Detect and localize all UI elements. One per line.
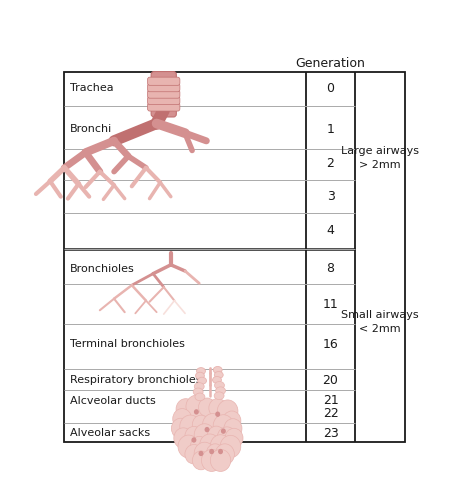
Ellipse shape: [216, 387, 225, 394]
FancyBboxPatch shape: [147, 84, 180, 92]
Ellipse shape: [195, 393, 205, 400]
Circle shape: [185, 426, 203, 446]
FancyBboxPatch shape: [147, 96, 180, 104]
Text: Terminal bronchioles: Terminal bronchioles: [70, 339, 185, 349]
Circle shape: [202, 414, 223, 436]
Ellipse shape: [214, 392, 224, 400]
Text: 1: 1: [327, 123, 334, 136]
Circle shape: [200, 434, 220, 456]
Ellipse shape: [198, 377, 207, 384]
Circle shape: [217, 400, 238, 422]
Text: Bronchioles: Bronchioles: [70, 264, 135, 274]
Circle shape: [210, 450, 231, 471]
Text: Generation: Generation: [295, 56, 365, 70]
Ellipse shape: [196, 372, 204, 379]
Circle shape: [223, 411, 241, 430]
Ellipse shape: [213, 376, 221, 384]
Text: Alcveolar ducts: Alcveolar ducts: [70, 396, 155, 406]
Circle shape: [176, 398, 196, 419]
Circle shape: [224, 418, 242, 438]
Text: 22: 22: [323, 407, 338, 420]
Ellipse shape: [193, 388, 203, 396]
Circle shape: [213, 414, 234, 437]
Circle shape: [210, 434, 231, 457]
FancyBboxPatch shape: [147, 103, 180, 111]
Circle shape: [221, 428, 226, 434]
Circle shape: [215, 444, 234, 464]
Ellipse shape: [214, 372, 223, 378]
Text: 16: 16: [323, 338, 338, 350]
Circle shape: [191, 436, 208, 455]
Circle shape: [192, 415, 210, 434]
Text: Large airways
> 2mm: Large airways > 2mm: [341, 146, 419, 170]
Ellipse shape: [214, 382, 224, 389]
Circle shape: [180, 415, 201, 438]
Ellipse shape: [194, 382, 204, 390]
Circle shape: [209, 449, 214, 454]
Text: 0: 0: [327, 82, 334, 94]
Circle shape: [194, 409, 199, 414]
Circle shape: [218, 449, 223, 454]
Circle shape: [225, 428, 243, 448]
Text: 3: 3: [327, 190, 334, 203]
Circle shape: [205, 427, 209, 432]
Circle shape: [178, 435, 199, 458]
Ellipse shape: [196, 368, 206, 374]
Text: Respiratory bronchioles: Respiratory bronchioles: [70, 376, 201, 386]
Circle shape: [173, 408, 191, 429]
Text: 20: 20: [322, 374, 338, 387]
Text: 8: 8: [327, 262, 334, 275]
Text: 11: 11: [323, 298, 338, 311]
Circle shape: [171, 418, 190, 438]
Text: 4: 4: [327, 224, 334, 236]
Circle shape: [202, 450, 222, 471]
Circle shape: [217, 427, 236, 448]
Circle shape: [194, 424, 215, 446]
Text: Trachea: Trachea: [70, 83, 113, 93]
Circle shape: [206, 444, 224, 463]
Circle shape: [209, 398, 227, 417]
Circle shape: [192, 451, 210, 470]
Circle shape: [207, 426, 225, 446]
Circle shape: [198, 451, 203, 456]
Text: Bronchi: Bronchi: [70, 124, 112, 134]
Circle shape: [215, 412, 220, 417]
Circle shape: [185, 444, 203, 464]
Circle shape: [198, 398, 216, 416]
Text: 23: 23: [323, 427, 338, 440]
Circle shape: [220, 436, 241, 458]
Circle shape: [194, 442, 215, 464]
Circle shape: [186, 395, 207, 418]
FancyBboxPatch shape: [147, 77, 180, 86]
Ellipse shape: [213, 366, 222, 374]
Text: 21: 21: [323, 394, 338, 407]
FancyBboxPatch shape: [147, 90, 180, 98]
Text: 2: 2: [327, 158, 334, 170]
Text: Small airways
< 2mm: Small airways < 2mm: [342, 310, 419, 334]
Text: Alveolar sacks: Alveolar sacks: [70, 428, 150, 438]
Circle shape: [174, 428, 193, 448]
Circle shape: [191, 438, 196, 442]
FancyBboxPatch shape: [151, 72, 176, 117]
